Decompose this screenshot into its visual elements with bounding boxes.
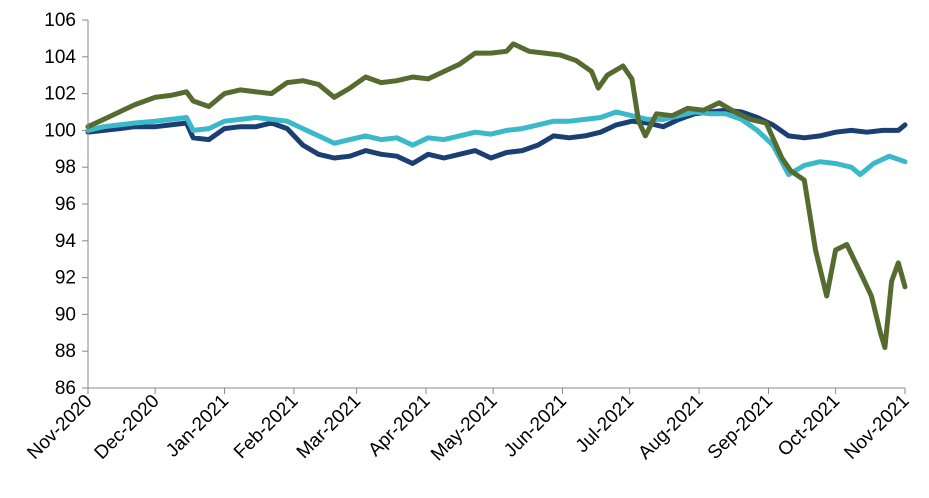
y-tick-label: 100 — [44, 120, 76, 141]
series-layer — [85, 41, 908, 350]
x-tick-label: Jan-2021 — [162, 391, 233, 462]
x-tick-label: Apr-2021 — [364, 391, 434, 461]
x-tick-label: Oct-2021 — [774, 391, 844, 461]
x-tick-label: Jun-2021 — [500, 391, 571, 462]
y-tick-label: 104 — [44, 47, 76, 68]
series-line-2 — [85, 109, 908, 178]
y-tick-label: 88 — [55, 341, 76, 362]
y-tick-label: 98 — [55, 157, 76, 178]
y-tick-label: 96 — [55, 194, 76, 215]
x-tick-label: Nov-2021 — [840, 391, 913, 464]
x-tick-label: Dec-2020 — [91, 391, 164, 464]
x-axis-ticks: Nov-2020Dec-2020Jan-2021Feb-2021Mar-2021… — [23, 388, 914, 466]
x-tick-label: Nov-2020 — [23, 391, 96, 464]
y-tick-label: 86 — [55, 378, 76, 399]
y-tick-label: 102 — [44, 84, 76, 105]
y-tick-label: 90 — [55, 304, 76, 325]
x-tick-label: Sep-2021 — [704, 391, 777, 464]
x-tick-label: Jul-2021 — [572, 391, 638, 457]
x-tick-label: Aug-2021 — [634, 391, 707, 464]
x-tick-label: Mar-2021 — [293, 391, 365, 463]
y-tick-label: 92 — [55, 268, 76, 289]
y-tick-label: 94 — [55, 231, 77, 252]
y-axis-ticks: 86 88 90 92 94 96 98 100 102 104 106 — [44, 10, 88, 399]
x-tick-label: Feb-2021 — [230, 391, 302, 463]
series-line-1 — [85, 107, 908, 166]
y-tick-label: 106 — [44, 10, 76, 31]
x-tick-label: May-2021 — [427, 391, 502, 466]
series-line-3 — [85, 41, 908, 350]
